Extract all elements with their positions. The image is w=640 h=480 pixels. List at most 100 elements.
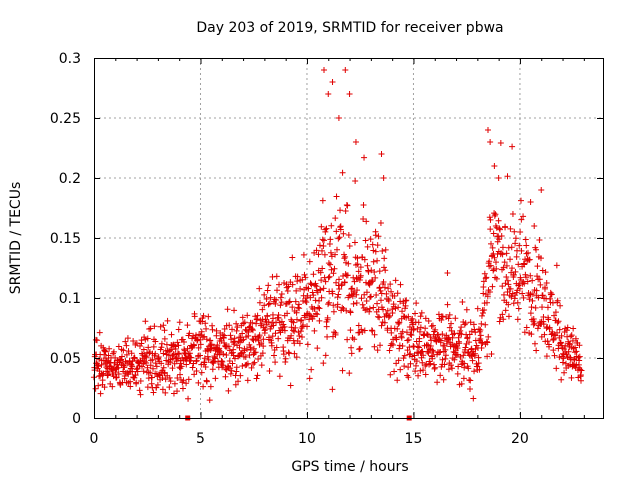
data-point (441, 361, 448, 368)
data-point (427, 346, 434, 352)
data-point (405, 313, 412, 320)
data-point (90, 374, 97, 381)
data-point (277, 302, 284, 309)
data-point (518, 216, 525, 223)
data-point (201, 333, 208, 340)
data-point (460, 352, 467, 359)
data-point (316, 297, 323, 304)
data-point (462, 320, 469, 327)
data-point (350, 300, 357, 307)
data-point (328, 266, 335, 273)
data-point (227, 332, 234, 339)
data-point (347, 309, 354, 316)
data-point (364, 262, 371, 269)
data-point (226, 322, 233, 329)
data-point (318, 223, 325, 230)
data-point (118, 356, 125, 363)
peak-point (329, 79, 336, 85)
data-point (273, 344, 280, 351)
data-point (417, 324, 424, 331)
data-point (556, 354, 563, 361)
data-point (440, 376, 447, 383)
data-point (526, 256, 533, 263)
data-point (444, 301, 451, 308)
data-point (271, 352, 277, 359)
data-point (534, 325, 541, 332)
data-point (124, 335, 131, 342)
data-point (166, 374, 173, 381)
data-point (287, 382, 294, 389)
data-point (220, 350, 227, 357)
data-point (246, 352, 253, 359)
data-point (274, 287, 281, 294)
data-point (416, 344, 423, 351)
data-point (145, 344, 152, 351)
data-point (452, 315, 459, 322)
data-point (334, 301, 341, 308)
data-point (526, 296, 533, 303)
data-point (357, 272, 364, 279)
data-point (372, 274, 379, 281)
data-point (428, 323, 435, 330)
data-point (241, 319, 248, 326)
data-point (242, 354, 249, 361)
data-point (520, 213, 527, 220)
data-point (423, 341, 430, 348)
data-point (449, 365, 456, 372)
data-point (420, 332, 427, 339)
data-point (576, 353, 583, 360)
data-point (302, 314, 309, 321)
data-point (388, 288, 395, 295)
data-point (576, 357, 583, 364)
data-point (436, 336, 443, 343)
data-point (258, 320, 265, 327)
data-point (565, 348, 572, 355)
data-point (521, 329, 528, 336)
data-point (242, 326, 249, 333)
data-point (534, 263, 541, 270)
data-point (416, 328, 423, 335)
data-point (402, 302, 409, 309)
data-point (572, 335, 579, 342)
data-point (264, 313, 271, 320)
data-point (374, 347, 381, 354)
data-point (389, 342, 396, 349)
data-point (490, 230, 497, 237)
data-point (327, 261, 334, 268)
data-point (168, 331, 175, 338)
data-point (527, 310, 534, 317)
data-point (475, 354, 482, 361)
data-point (363, 298, 370, 305)
data-point (422, 325, 429, 332)
data-point (468, 345, 475, 352)
data-point (575, 354, 582, 361)
data-point (335, 276, 342, 283)
data-point (480, 284, 487, 291)
data-point (505, 301, 512, 308)
data-point (423, 331, 430, 338)
data-point (496, 225, 503, 232)
data-point (490, 267, 497, 274)
data-point (332, 251, 339, 258)
data-point (380, 264, 387, 271)
data-point (325, 301, 332, 308)
peak-point (325, 91, 332, 97)
data-point (360, 216, 367, 223)
data-point (385, 297, 392, 304)
data-point (176, 351, 183, 358)
data-point (178, 363, 185, 370)
data-point (263, 296, 270, 303)
data-point (364, 243, 371, 250)
data-point (410, 326, 417, 333)
data-point (229, 360, 236, 367)
data-point (151, 323, 158, 330)
data-point (477, 332, 484, 339)
data-point (380, 278, 387, 285)
data-point (265, 282, 272, 289)
data-point (496, 236, 503, 243)
data-point (293, 309, 300, 316)
data-point (149, 365, 156, 372)
data-point (330, 308, 337, 315)
y-tick-label: 0.25 (50, 111, 81, 127)
peak-point (487, 139, 494, 145)
